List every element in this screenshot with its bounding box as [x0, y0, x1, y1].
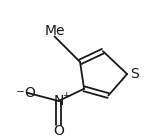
Text: Me: Me [44, 24, 65, 38]
Text: +: + [62, 91, 70, 100]
Text: S: S [130, 67, 139, 81]
Text: N: N [53, 94, 64, 108]
Text: −: − [16, 87, 24, 96]
Text: O: O [53, 123, 64, 137]
Text: O: O [24, 86, 35, 100]
